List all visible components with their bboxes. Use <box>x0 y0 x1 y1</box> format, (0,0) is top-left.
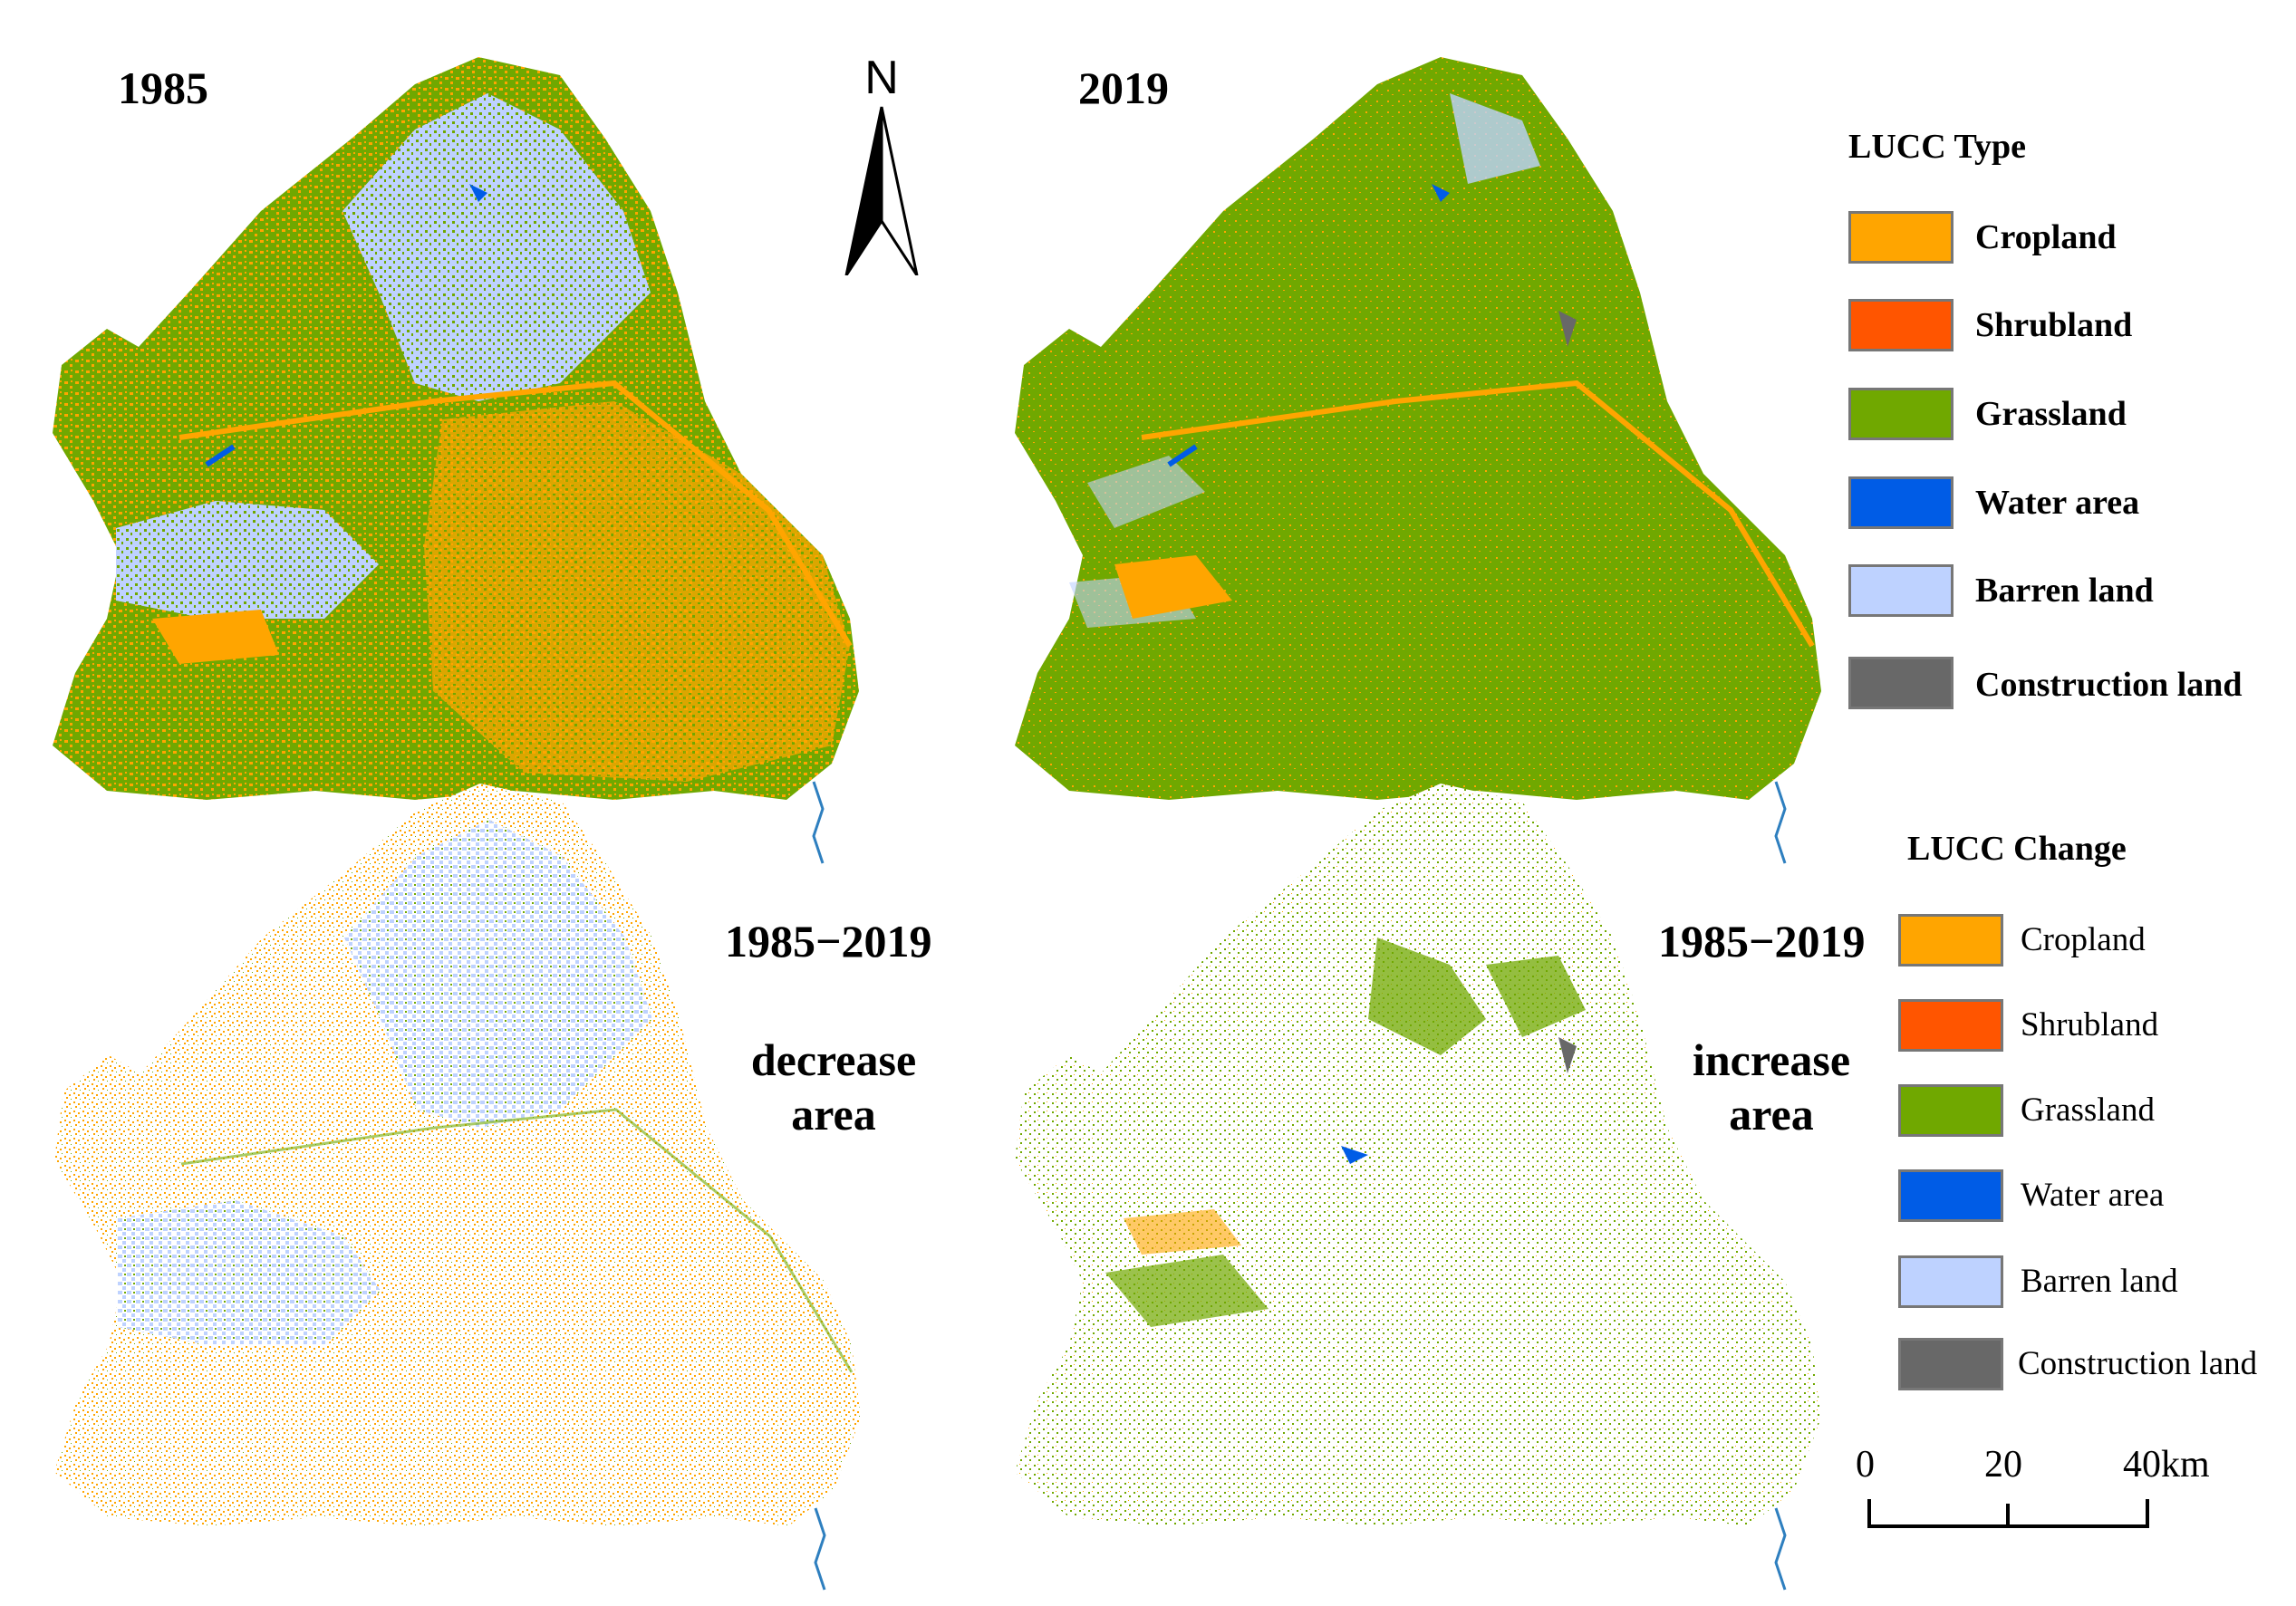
north-label: N <box>864 52 899 104</box>
year-label-2019: 2019 <box>1078 63 1169 113</box>
legend-change-title: LUCC Change <box>1907 830 2127 868</box>
scale-unit: km <box>2161 1444 2210 1486</box>
legend-change-label-construction: Construction land <box>2018 1345 2258 1382</box>
legend-change-label-barren: Barren land <box>2021 1263 2178 1300</box>
legend-type-title: LUCC Type <box>1848 128 2027 166</box>
legend-change-label-water: Water area <box>2021 1177 2165 1214</box>
legend-change-label-shrubland: Shrubland <box>2021 1006 2159 1043</box>
legend-type-swatch-construction <box>1848 657 1954 709</box>
scale-tick-40-value: 40 <box>2123 1444 2161 1486</box>
year-label-1985: 1985 <box>118 63 208 113</box>
scale-tick-40: 40km <box>2123 1443 2210 1486</box>
period-label-decrease: 1985−2019 <box>725 916 932 966</box>
legend-type-swatch-cropland <box>1848 211 1954 264</box>
legend-change-swatch-cropland <box>1898 914 2003 966</box>
legend-type-label-cropland: Cropland <box>1975 218 2117 256</box>
map-increase <box>1015 784 1821 1591</box>
legend-change-swatch-barren <box>1898 1255 2003 1308</box>
decrease-text: decrease <box>750 1034 917 1085</box>
map-1985 <box>53 57 859 864</box>
increase-text: increase <box>1692 1034 1851 1085</box>
decrease-area-label: decrease area <box>734 1033 933 1141</box>
north-arrow: N <box>843 53 921 280</box>
legend-type-label-grassland: Grassland <box>1975 395 2127 433</box>
legend-change-label-cropland: Cropland <box>2021 921 2146 958</box>
scale-bar <box>1867 1499 2149 1528</box>
scale-tick-0: 0 <box>1856 1444 1875 1486</box>
legend-type-label-shrubland: Shrubland <box>1975 306 2133 344</box>
scale-tick-20: 20 <box>1984 1444 2022 1486</box>
period-label-increase: 1985−2019 <box>1658 916 1866 966</box>
increase-area-text: area <box>1729 1089 1814 1140</box>
legend-type-swatch-barren <box>1848 564 1954 617</box>
legend-type-label-construction: Construction land <box>1975 666 2243 704</box>
legend-change-swatch-water <box>1898 1169 2003 1222</box>
legend-type-label-barren: Barren land <box>1975 572 2154 610</box>
map-2019 <box>1015 57 1821 864</box>
legend-change-swatch-shrubland <box>1898 999 2003 1052</box>
legend-change-label-grassland: Grassland <box>2021 1092 2155 1129</box>
legend-type-swatch-grassland <box>1848 388 1954 440</box>
legend-type-swatch-shrubland <box>1848 299 1954 351</box>
legend-change-swatch-construction <box>1898 1338 2003 1390</box>
legend-type-label-water: Water area <box>1975 484 2140 522</box>
decrease-area-text: area <box>791 1089 876 1140</box>
legend-change-swatch-grassland <box>1898 1084 2003 1137</box>
map-decrease <box>54 784 861 1591</box>
increase-area-label: increase area <box>1672 1033 1871 1141</box>
legend-type-swatch-water <box>1848 476 1954 529</box>
north-arrow-icon <box>844 106 919 276</box>
